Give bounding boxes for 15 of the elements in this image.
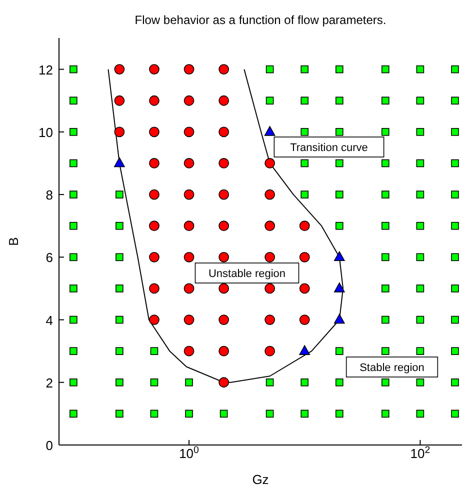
annotation: Stable region bbox=[360, 362, 424, 374]
annotation: Unstable region bbox=[208, 268, 286, 280]
y-tick-label: 12 bbox=[38, 62, 53, 78]
y-axis-title: B bbox=[6, 237, 21, 246]
chart-title: Flow behavior as a function of flow parameters. bbox=[134, 13, 386, 27]
y-tick-label: 10 bbox=[38, 124, 53, 140]
annotation: Transition curve bbox=[290, 142, 368, 154]
x-axis-title: Gz bbox=[252, 472, 269, 487]
y-tick-label: 4 bbox=[46, 312, 53, 328]
y-tick-label: 8 bbox=[46, 188, 53, 203]
y-tick-label: 0 bbox=[46, 438, 53, 453]
y-tick-label: 6 bbox=[46, 250, 53, 266]
x-tick-label: 10$^{0}$ bbox=[179, 444, 200, 461]
y-tick-label: 2 bbox=[46, 375, 53, 390]
x-tick-label: 10$^{2}$ bbox=[410, 444, 430, 461]
